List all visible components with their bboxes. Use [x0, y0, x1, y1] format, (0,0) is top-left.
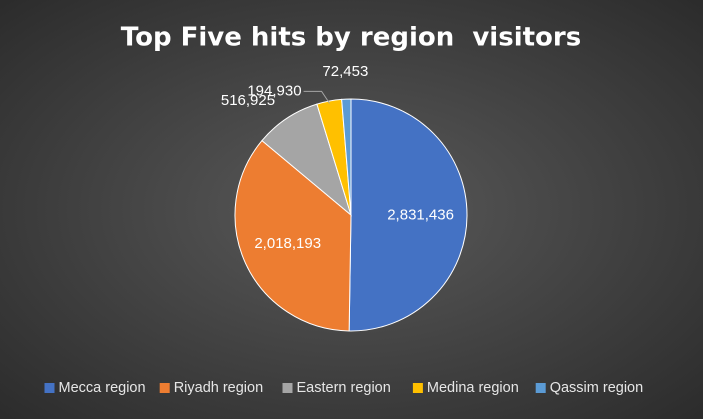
data-label: 516,925 [221, 92, 275, 109]
legend-label: Qassim region [550, 380, 643, 396]
legend-swatch [159, 383, 170, 393]
legend-swatch [282, 383, 293, 393]
legend-label: Riyadh region [174, 380, 263, 396]
data-label: 194,930 [247, 82, 301, 99]
legend-swatch [412, 383, 423, 393]
data-label: 72,453 [322, 63, 368, 80]
data-label: 2,018,193 [254, 235, 321, 252]
pie-slice [234, 139, 352, 332]
legend-label: Medina region [427, 380, 519, 396]
legend-label: Mecca region [59, 380, 146, 396]
leader-line [303, 90, 331, 104]
legend-swatch [44, 383, 55, 393]
pie-slice [341, 98, 352, 216]
pie-slice [348, 98, 468, 332]
legend-swatch [535, 383, 546, 393]
chart-title: Top Five hits by region visitors [121, 23, 581, 53]
data-label: 2,831,436 [387, 207, 454, 224]
legend-label: Eastern region [297, 380, 391, 396]
